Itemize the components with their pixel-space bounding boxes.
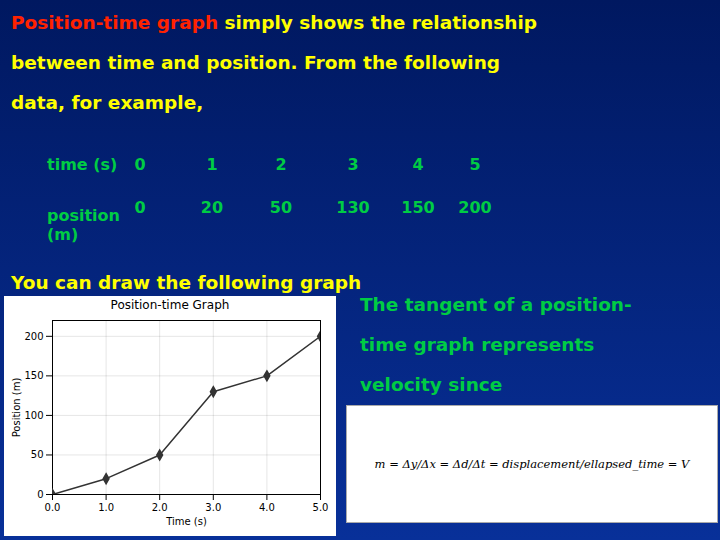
- html-text:velocity since: velocity since: [360, 374, 503, 395]
- svg-text:Time (s): Time (s): [165, 516, 207, 527]
- html-text:m = Δy/Δx = Δd/Δt = displaceme: m = Δy/Δx = Δd/Δt = displacement/ellapse…: [374, 457, 690, 471]
- svg-text:50: 50: [31, 449, 44, 460]
- html-text:data, for example,: data, for example,: [11, 92, 204, 113]
- html-text:Position-time Graph: Position-time Graph: [110, 298, 230, 312]
- html-text:time graph represents: time graph represents: [360, 334, 595, 355]
- svg-text:5.0: 5.0: [313, 502, 329, 513]
- svg-text:200: 200: [24, 331, 43, 342]
- svg-text:0.0: 0.0: [45, 502, 61, 513]
- html-text:150: 150: [401, 198, 435, 217]
- svg-text:0: 0: [37, 489, 43, 500]
- html-text:130: 130: [336, 198, 370, 217]
- html-text:5: 5: [469, 155, 481, 174]
- html-text:3: 3: [347, 155, 359, 174]
- svg-text:100: 100: [24, 410, 43, 421]
- svg-text:4.0: 4.0: [259, 502, 275, 513]
- html-text:1: 1: [206, 155, 218, 174]
- svg-text:2.0: 2.0: [152, 502, 168, 513]
- html-text:2: 2: [275, 155, 287, 174]
- html-text:position (m): position (m): [47, 206, 120, 245]
- html-text:4: 4: [412, 155, 424, 174]
- html-text:0: 0: [134, 155, 146, 174]
- html-text:0: 0: [134, 198, 146, 217]
- svg-text:3.0: 3.0: [205, 502, 221, 513]
- html-text:time (s): time (s): [47, 155, 118, 174]
- html-text:20: 20: [200, 198, 224, 217]
- html-text:The tangent of a position-: The tangent of a position-: [360, 294, 632, 315]
- html-text:between time and position. Fro: between time and position. From the foll…: [11, 52, 501, 73]
- svg-text:150: 150: [24, 370, 43, 381]
- html-text:200: 200: [458, 198, 492, 217]
- svg-text:1.0: 1.0: [98, 502, 114, 513]
- html-text:Position-time graph simply sho: Position-time graph simply shows the rel…: [11, 12, 537, 33]
- html-text:50: 50: [269, 198, 293, 217]
- html-text:You can draw the following gra: You can draw the following graph: [11, 272, 362, 293]
- svg-text:Position (m): Position (m): [11, 378, 22, 438]
